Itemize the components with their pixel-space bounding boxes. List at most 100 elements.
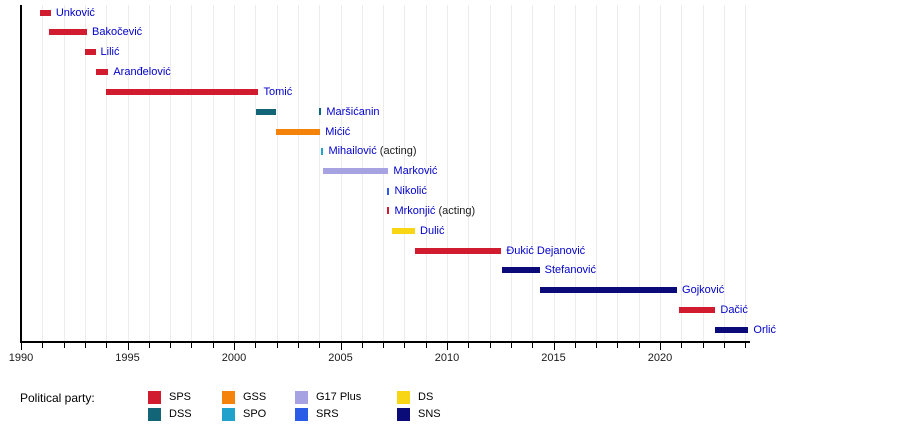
x-axis-tick-2019 [638,343,640,348]
term-tick-9-0 [387,187,390,195]
gridline-2010 [447,5,448,341]
x-axis-tick-2013 [510,343,512,348]
legend-swatch-DS [397,391,410,404]
x-axis-tick-2008 [404,343,406,348]
term-label-6: Mićić [325,126,350,138]
x-axis-tick-2020 [660,343,661,350]
x-axis-label-1990: 1990 [8,352,34,364]
person-name-link[interactable]: Mrkonjić [394,204,436,217]
x-axis-tick-2024 [745,343,747,348]
x-axis-tick-2018 [617,343,619,348]
person-name-link[interactable]: Mićić [325,125,351,138]
gridline-2022 [702,5,704,341]
x-axis [20,341,750,343]
legend-swatch-G17 Plus [295,391,308,404]
person-name-link[interactable]: Gojković [682,284,725,297]
x-axis-tick-2012 [489,343,491,348]
legend-label-SNS: SNS [418,408,441,420]
person-name-link[interactable]: Đukić Dejanović [506,244,586,257]
legend-swatch-DSS [148,408,161,421]
term-label-7: Mihailović (acting) [328,145,416,157]
term-bar-5-0 [256,108,276,115]
term-label-10: Mrkonjić (acting) [394,205,475,217]
term-bar-8-0 [323,168,389,175]
gridline-2008 [404,5,406,341]
legend-swatch-SPS [148,391,161,404]
term-label-13: Stefanović [545,264,596,276]
gridline-1997 [170,5,172,341]
x-axis-tick-1998 [191,343,193,348]
term-tick-7-0 [321,147,324,155]
gridline-2019 [638,5,640,341]
x-axis-label-2015: 2015 [541,352,566,364]
x-axis-tick-2015 [553,343,555,350]
term-label-4: Tomić [263,86,292,98]
person-name-link[interactable]: Maršićanin [326,105,380,118]
term-bar-6-0 [275,128,321,135]
person-name-link[interactable]: Orlić [753,323,776,336]
person-name-link[interactable]: Aranđelović [113,66,171,79]
x-axis-tick-2021 [681,343,683,348]
legend-swatch-SRS [295,408,308,421]
x-axis-label-2020: 2020 [647,352,673,364]
legend-swatch-GSS [222,391,235,404]
term-label-1: Bakočević [92,26,142,38]
term-bar-3-0 [95,69,109,76]
x-axis-tick-2000 [234,343,235,350]
person-name-link[interactable]: Lilić [100,46,120,59]
gridline-2018 [617,5,619,341]
legend-label-SPO: SPO [243,408,267,420]
term-label-5: Maršićanin [326,106,379,118]
gridline-2000 [234,5,235,341]
x-axis-label-2000: 2000 [221,352,247,364]
x-axis-tick-1996 [148,343,150,348]
person-name-link[interactable]: Nikolić [394,185,427,198]
gridline-2014 [532,5,534,341]
gridline-1998 [191,5,193,341]
x-axis-tick-1994 [106,343,108,348]
x-axis-tick-1992 [63,343,65,348]
term-tick-10-0 [387,207,390,215]
person-name-link[interactable]: Bakočević [92,26,143,39]
legend-swatch-SPO [222,408,235,421]
term-bar-13-0 [502,267,540,274]
gridline-1994 [106,5,108,341]
gridline-2011 [468,5,470,341]
term-label-8: Marković [393,165,437,177]
legend-label-G17 Plus: G17 Plus [316,391,362,403]
term-bar-14-0 [539,287,678,294]
x-axis-tick-2007 [383,343,385,348]
x-axis-label-1995: 1995 [115,352,140,364]
term-bar-0-0 [40,9,51,16]
x-axis-tick-1990 [21,343,22,350]
x-axis-tick-2011 [468,343,470,348]
x-axis-tick-2023 [723,343,725,348]
person-name-link[interactable]: Mihailović [328,145,377,158]
gridline-2013 [510,5,512,341]
person-name-link[interactable]: Tomić [263,85,293,98]
gridline-2012 [489,5,491,341]
legend-label-GSS: GSS [243,391,267,403]
person-name-link[interactable]: Dulić [420,224,445,237]
term-label-16: Orlić [753,324,776,336]
term-label-12: Đukić Dejanović [506,245,585,257]
x-axis-tick-2022 [702,343,704,348]
term-label-0: Unković [56,7,95,19]
legend-label-DS: DS [418,391,434,403]
x-axis-tick-1991 [42,343,44,348]
x-axis-tick-2017 [596,343,598,348]
term-label-9: Nikolić [394,185,426,197]
person-name-link[interactable]: Dačić [720,304,748,317]
term-label-15: Dačić [720,304,748,316]
gridline-2002 [276,5,278,341]
gridline-1999 [212,5,214,341]
gridline-2009 [425,5,427,341]
term-label-14: Gojković [682,284,724,296]
legend-label-DSS: DSS [169,408,192,420]
gridline-1991 [42,5,44,341]
x-axis-label-2005: 2005 [328,352,353,364]
person-name-link[interactable]: Unković [55,6,95,19]
person-name-link[interactable]: Marković [393,165,438,178]
person-name-link[interactable]: Stefanović [544,264,597,277]
